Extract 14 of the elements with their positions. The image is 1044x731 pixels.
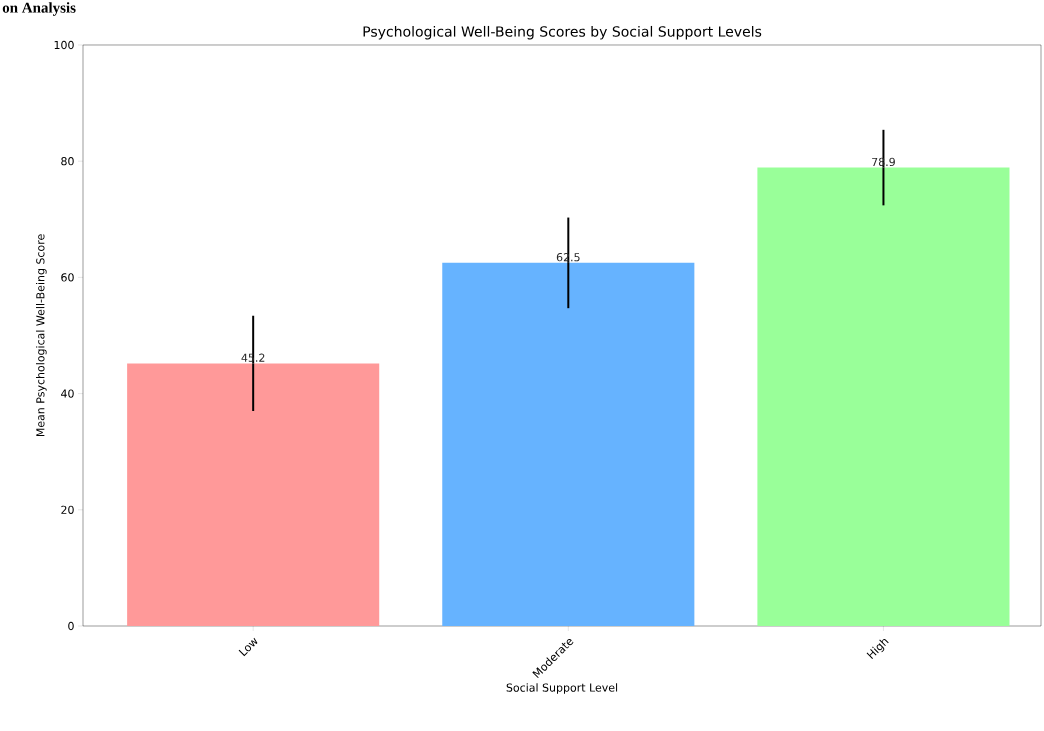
y-tick-label: 40: [61, 389, 74, 398]
y-tick-label: 80: [61, 157, 74, 166]
bar: [442, 262, 695, 626]
y-tick-label: 100: [54, 40, 74, 50]
bar: [757, 167, 1010, 626]
x-axis-title: Social Support Level: [506, 683, 618, 694]
chart-title: Psychological Well-Being Scores by Social Support Levels: [363, 25, 762, 40]
x-tick-label: Low: [238, 637, 258, 657]
y-tick-label: 0: [68, 621, 74, 631]
y-axis-title: Mean Psychological Well-Being Score: [36, 234, 47, 437]
y-tick-label: 60: [61, 273, 74, 282]
text: on Analysis: [2, 2, 76, 16]
bar: [127, 363, 380, 626]
y-tick-label: 20: [61, 505, 74, 514]
